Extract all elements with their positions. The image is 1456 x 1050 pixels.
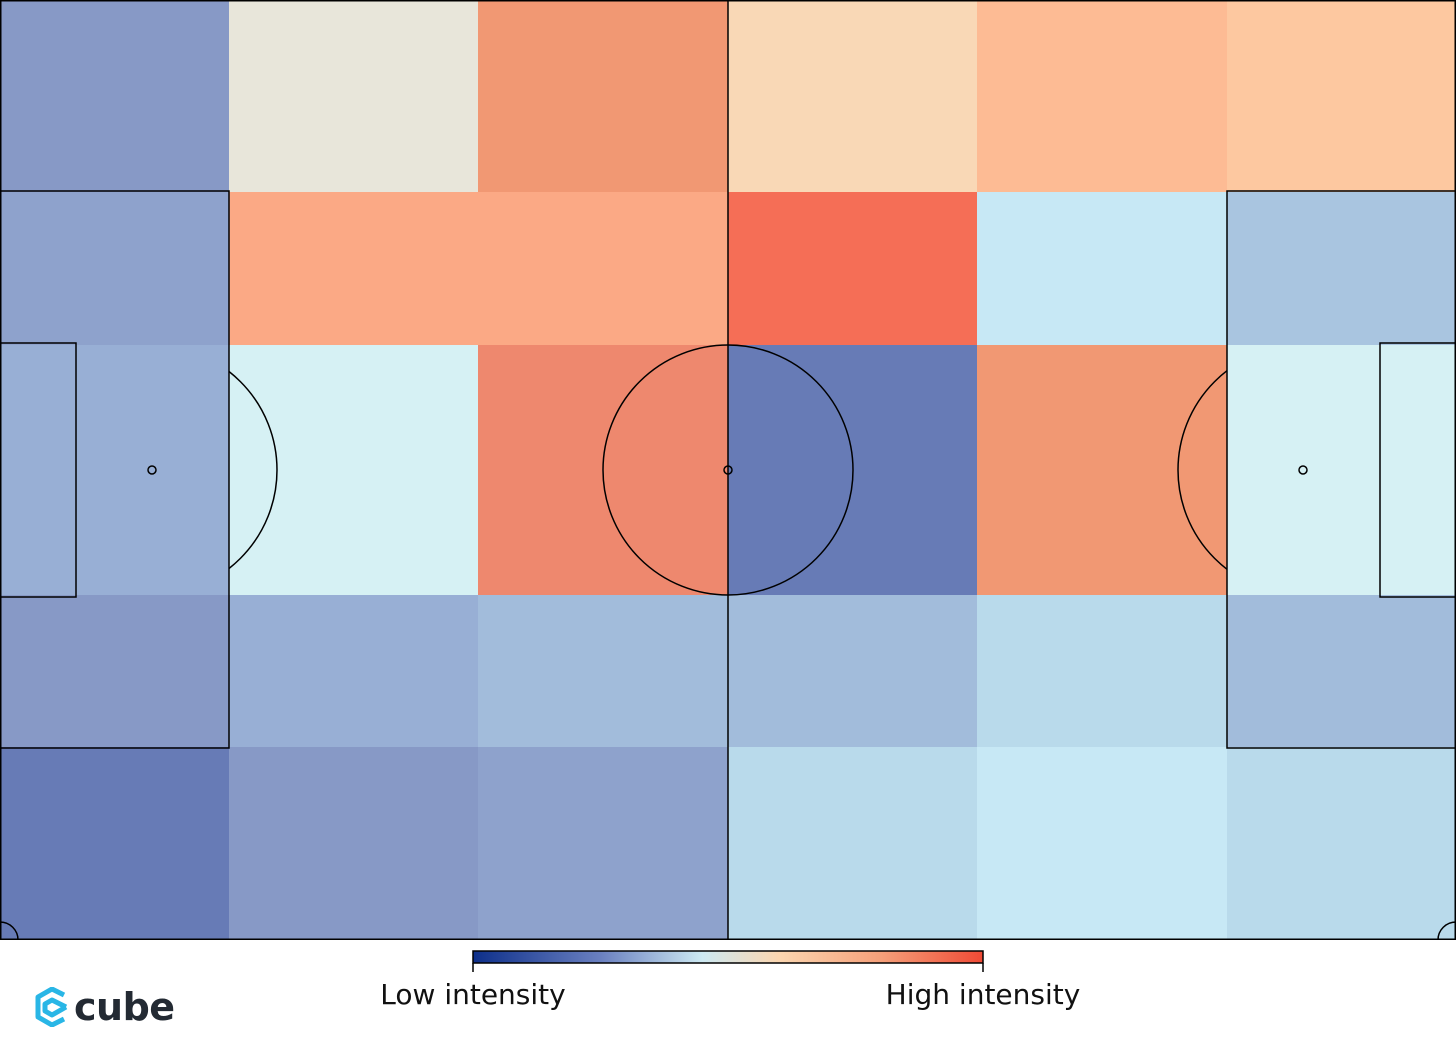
heatmap-cell-r0-c3 — [728, 0, 977, 192]
heatmap-cell-r3-c3 — [728, 595, 977, 747]
right-penalty-spot — [1298, 465, 1308, 475]
cube-logo: cube — [34, 984, 175, 1030]
colorbar-gradient — [472, 950, 984, 964]
heatmap-cell-r1-c5 — [1227, 192, 1456, 345]
heatmap-cell-r4-c0 — [0, 747, 229, 940]
cube-logo-text: cube — [74, 985, 175, 1029]
pitch-heatmap — [0, 0, 1456, 941]
left-penalty-arc — [229, 370, 278, 570]
heatmap-cell-r2-c1 — [229, 345, 478, 595]
heatmap-cell-r3-c0 — [0, 595, 229, 747]
heatmap-cell-r0-c5 — [1227, 0, 1456, 192]
heatmap-cell-r1-c0 — [0, 192, 229, 345]
heatmap-cell-r4-c5 — [1227, 747, 1456, 940]
heatmap-cell-r4-c4 — [977, 747, 1227, 940]
pitch-markings — [0, 0, 1456, 941]
cube-logo-icon — [35, 987, 68, 1027]
heatmap-cell-r2-c5 — [1227, 345, 1456, 595]
right-penalty-box — [1226, 190, 1456, 749]
heatmap-cell-r2-c0 — [0, 345, 229, 595]
heatmap-cell-r4-c1 — [229, 747, 478, 940]
heatmap-cell-r0-c1 — [229, 0, 478, 192]
colorbar-high-label: High intensity — [885, 978, 1081, 1011]
left-six-yard-box — [0, 342, 77, 598]
heatmap-cell-r1-c1 — [229, 192, 478, 345]
colorbar-low-label: Low intensity — [380, 978, 566, 1011]
centre-spot — [723, 465, 733, 475]
heatmap-cell-r0-c0 — [0, 0, 229, 192]
heatmap-cell-r0-c4 — [977, 0, 1227, 192]
corner-arc-bottom-left — [0, 921, 19, 941]
heatmap-cell-r0-c2 — [478, 0, 728, 192]
heatmap-cell-r3-c1 — [229, 595, 478, 747]
heatmap-cell-r3-c2 — [478, 595, 728, 747]
heatmap-cell-r4-c2 — [478, 747, 728, 940]
heatmap-cell-r3-c4 — [977, 595, 1227, 747]
left-penalty-spot — [147, 465, 157, 475]
heatmap-cell-r1-c3 — [728, 192, 977, 345]
heatmap-cell-r1-c2 — [478, 192, 728, 345]
heatmap-cell-r1-c4 — [977, 192, 1227, 345]
heatmap-cell-r4-c3 — [728, 747, 977, 940]
heatmap-cell-r2-c4 — [977, 345, 1227, 595]
right-penalty-arc — [1177, 369, 1227, 571]
heatmap-cell-r3-c5 — [1227, 595, 1456, 747]
left-penalty-box — [0, 190, 230, 749]
right-six-yard-box — [1379, 342, 1456, 598]
centre-circle — [602, 344, 854, 596]
corner-arc-bottom-right — [1437, 921, 1456, 941]
heatmap-cells — [0, 0, 1456, 940]
